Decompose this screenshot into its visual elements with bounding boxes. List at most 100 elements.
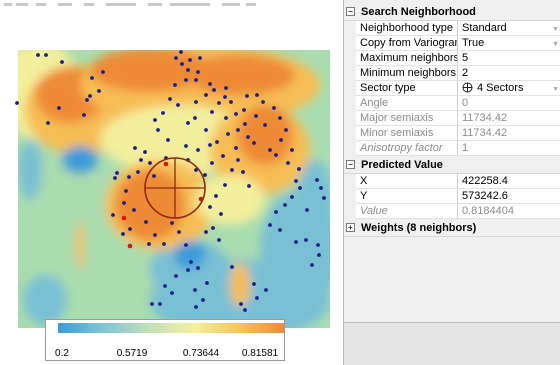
sample-point	[236, 128, 240, 132]
sample-point	[246, 135, 250, 139]
property-row-minimum-neighbors[interactable]: Minimum neighbors 2	[344, 66, 560, 81]
prediction-surface[interactable]	[0, 0, 343, 365]
sample-point	[173, 83, 177, 87]
row-gutter	[344, 189, 356, 204]
surface-region	[237, 105, 293, 165]
sample-point	[15, 101, 19, 105]
sample-point	[247, 184, 251, 188]
sample-point	[224, 116, 228, 120]
property-value-text: 4 Sectors	[477, 82, 524, 94]
property-name: Copy from Variogram	[356, 36, 458, 51]
sample-point	[174, 274, 178, 278]
sample-point	[261, 100, 265, 104]
sample-point	[97, 89, 101, 93]
sample-point	[263, 123, 267, 127]
sample-point	[294, 179, 298, 183]
dropdown-arrow-icon[interactable]: ▼	[552, 26, 559, 33]
sample-point	[156, 128, 160, 132]
collapse-icon[interactable]: −	[346, 160, 355, 169]
sample-point	[46, 121, 50, 125]
dropdown-arrow-icon[interactable]: ▼	[552, 41, 559, 48]
toolbar-strip	[0, 0, 343, 10]
sample-point	[88, 94, 92, 98]
sample-point	[236, 158, 240, 162]
category-weights[interactable]: + Weights (8 neighbors)	[344, 220, 560, 237]
surface-region	[62, 146, 98, 174]
sample-point	[113, 176, 117, 180]
sample-point	[180, 62, 184, 66]
sample-point	[184, 243, 188, 247]
neighbor-point	[121, 215, 127, 221]
neighbor-point	[127, 243, 133, 249]
property-value: 1	[458, 141, 560, 156]
row-gutter	[344, 174, 356, 189]
sample-point	[204, 230, 208, 234]
property-row-copy-from-variogram[interactable]: Copy from Variogram True ▼	[344, 36, 560, 51]
property-row-y[interactable]: Y 573242.6	[344, 189, 560, 204]
sample-point	[127, 175, 131, 179]
property-row-maximum-neighbors[interactable]: Maximum neighbors 5	[344, 51, 560, 66]
sample-point	[152, 174, 156, 178]
sample-point	[111, 213, 115, 217]
sample-point	[166, 138, 170, 142]
property-value[interactable]: Standard ▼	[458, 21, 560, 36]
expand-icon[interactable]: +	[346, 223, 355, 232]
sample-point	[153, 118, 157, 122]
description-area	[344, 322, 560, 365]
property-value[interactable]: 5	[458, 51, 560, 66]
sample-point	[294, 240, 298, 244]
property-row-x[interactable]: X 422258.4	[344, 174, 560, 189]
row-gutter	[344, 126, 356, 141]
sample-point	[310, 263, 314, 267]
category-predicted-value[interactable]: − Predicted Value	[344, 157, 560, 174]
sample-point	[264, 288, 268, 292]
sample-point	[234, 112, 238, 116]
collapse-icon[interactable]: −	[346, 7, 355, 16]
sample-point	[144, 220, 148, 224]
row-gutter	[344, 81, 356, 96]
sample-point	[60, 60, 64, 64]
dropdown-arrow-icon[interactable]: ▼	[552, 86, 559, 93]
sample-point	[286, 161, 290, 165]
property-value[interactable]: 422258.4	[458, 174, 560, 189]
sample-point	[210, 110, 214, 114]
sample-point	[230, 265, 234, 269]
sample-point	[115, 171, 119, 175]
sample-point	[322, 196, 326, 200]
property-value[interactable]: 2	[458, 66, 560, 81]
property-value[interactable]: True ▼	[458, 36, 560, 51]
category-title: Weights (8 neighbors)	[361, 222, 477, 234]
category-search-neighborhood[interactable]: − Search Neighborhood	[344, 4, 560, 21]
property-value[interactable]: 4 Sectors ▼	[458, 81, 560, 96]
sample-point	[194, 100, 198, 104]
row-gutter	[344, 51, 356, 66]
sample-point	[252, 141, 256, 145]
property-row-neighborhood-type[interactable]: Neighborhood type Standard ▼	[344, 21, 560, 36]
sample-point	[298, 186, 302, 190]
surface-blobs	[18, 50, 330, 328]
sample-point	[148, 161, 152, 165]
sample-point	[317, 253, 321, 257]
sample-points	[15, 50, 326, 312]
sample-point	[290, 195, 294, 199]
sample-point	[147, 242, 151, 246]
property-name: Minimum neighbors	[356, 66, 458, 81]
sample-point	[198, 56, 202, 60]
map-view[interactable]: 0.2 0.5719 0.73644 0.81581	[0, 0, 343, 365]
sample-point	[194, 78, 198, 82]
surface-region	[174, 241, 206, 269]
sample-point	[279, 138, 283, 142]
sample-point	[193, 288, 197, 292]
sample-point	[143, 150, 147, 154]
sample-point	[223, 183, 227, 187]
property-row-sector-type[interactable]: Sector type 4 Sectors ▼	[344, 81, 560, 96]
sample-point	[158, 302, 162, 306]
property-value[interactable]: 573242.6	[458, 189, 560, 204]
sample-point	[229, 100, 233, 104]
property-value: 0	[458, 96, 560, 111]
sample-point	[174, 56, 178, 60]
sample-point	[274, 210, 278, 214]
sample-point	[230, 168, 234, 172]
sample-point	[223, 95, 227, 99]
sample-point	[184, 144, 188, 148]
